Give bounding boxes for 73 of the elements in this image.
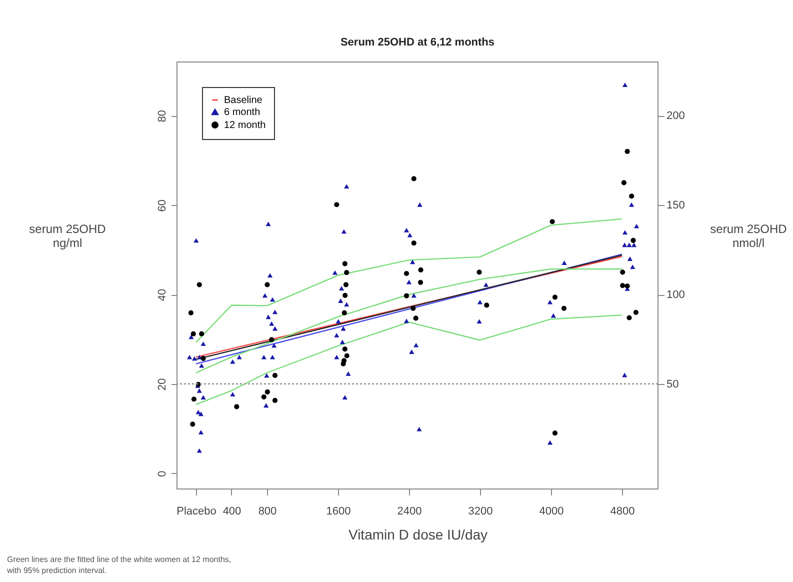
point	[476, 270, 482, 275]
point	[196, 282, 202, 288]
point	[626, 315, 632, 320]
point	[344, 353, 350, 358]
point	[411, 176, 416, 182]
point	[342, 261, 348, 266]
point	[552, 294, 558, 300]
point	[621, 180, 626, 186]
y-tick-label: 0	[156, 470, 168, 477]
point	[620, 283, 626, 288]
line-series	[195, 218, 623, 343]
point	[404, 293, 410, 298]
point	[190, 422, 196, 427]
point	[550, 219, 555, 224]
point	[264, 389, 270, 395]
point	[269, 337, 274, 342]
point	[404, 270, 410, 276]
y-axis-title: serum 25OHD ng/ml	[29, 222, 106, 250]
point	[340, 361, 346, 366]
point	[334, 202, 340, 208]
point	[561, 306, 566, 311]
point	[630, 238, 636, 243]
x-tick-label: 400	[222, 506, 242, 518]
point	[200, 356, 206, 361]
point	[188, 310, 194, 316]
legend-label: 6 month	[224, 107, 260, 118]
x-tick-label: 3200	[468, 506, 493, 518]
point	[418, 267, 424, 272]
point	[411, 240, 416, 246]
point	[272, 398, 278, 404]
point	[418, 280, 424, 285]
x-tick-label: 1600	[326, 506, 351, 518]
y-tick-label: 60	[156, 199, 168, 212]
line-series	[195, 314, 623, 406]
chart-title: Serum 25OHD at 6,12 months	[340, 36, 495, 48]
point	[344, 270, 350, 276]
y-tick-label: 40	[156, 288, 168, 302]
point	[342, 310, 347, 316]
x-tick-label: 800	[258, 506, 277, 518]
legend-label: Baseline	[224, 95, 263, 106]
y2-tick-label: 150	[666, 200, 685, 212]
point	[234, 404, 240, 410]
point	[624, 283, 630, 289]
point	[629, 194, 634, 199]
y2-axis-title: serum 25OHD nmol/l	[710, 222, 788, 250]
y2-tick-label: 100	[666, 289, 685, 302]
point	[342, 292, 348, 298]
point	[413, 316, 418, 321]
point	[261, 394, 266, 400]
text: Green lines are the fitted line of the white women at 12 months, with 95% prediction interval.	[6, 555, 232, 575]
point	[342, 346, 348, 352]
point	[272, 372, 278, 378]
point	[484, 302, 490, 308]
point	[620, 270, 626, 275]
legend-label: 12 month	[224, 120, 266, 131]
point	[191, 396, 196, 402]
y-tick-label: 80	[156, 110, 168, 122]
x-axis-title: Vitamin D dose IU/day	[348, 526, 488, 542]
point	[552, 430, 558, 436]
x-tick-label: Placebo	[176, 506, 216, 518]
point	[624, 148, 630, 154]
point	[633, 310, 638, 315]
x-tick-label: 4800	[610, 506, 635, 518]
point	[190, 331, 196, 336]
x-tick-label: 2400	[397, 506, 422, 518]
x-tick-label: 4000	[539, 506, 564, 518]
point	[264, 282, 270, 288]
y-tick-label: 20	[156, 378, 168, 391]
y2-tick-label: 50	[666, 378, 679, 390]
y2-tick-label: 200	[666, 110, 685, 122]
point	[410, 306, 416, 311]
point	[199, 331, 204, 336]
point	[343, 282, 349, 288]
